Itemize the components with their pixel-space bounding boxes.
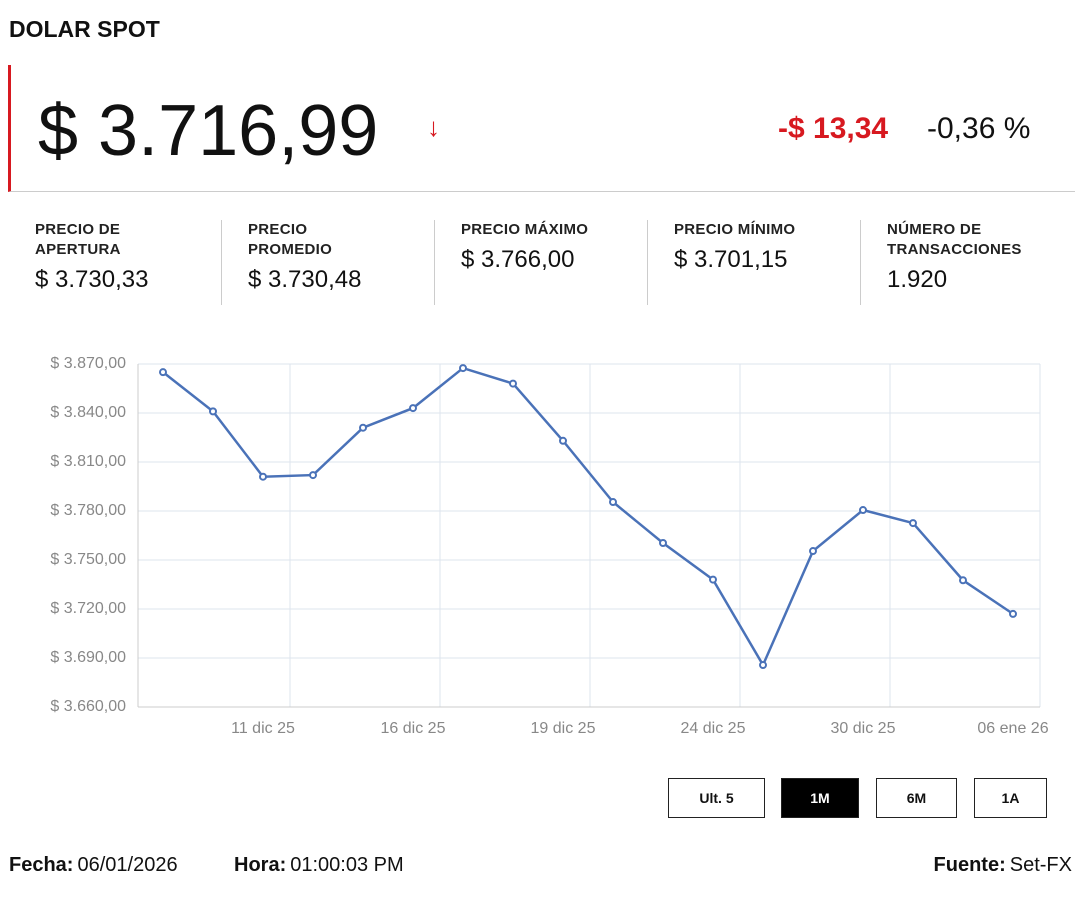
separator (221, 220, 222, 305)
y-tick-label: $ 3.750,00 (50, 551, 126, 568)
y-tick-label: $ 3.870,00 (50, 355, 126, 372)
point (859, 506, 867, 515)
stat-label: NÚMERO DE TRANSACCIONES (887, 221, 1022, 258)
stat-value: $ 3.730,33 (35, 266, 149, 293)
range-button[interactable]: 1M (781, 778, 859, 818)
stat-value: $ 3.766,00 (461, 246, 575, 273)
stat: NÚMERO DE TRANSACCIONES 1.920 (887, 220, 1080, 305)
title: DOLAR SPOT (9, 16, 160, 42)
change: -$ 13,34 (778, 112, 889, 145)
stat: PRECIO MÍNIMO $ 3.701,15 (674, 220, 869, 305)
stat-label: PRECIO MÍNIMO (674, 221, 796, 238)
y-tick-label: $ 3.840,00 (50, 404, 126, 421)
stat: PRECIO DE APERTURA $ 3.730,33 (35, 220, 230, 305)
point (959, 576, 967, 585)
point (309, 471, 317, 480)
point (809, 547, 817, 556)
point (209, 407, 217, 416)
point (659, 539, 667, 548)
point (759, 661, 767, 670)
price: $ 3.716,99 (38, 91, 379, 171)
quote-box (8, 65, 1075, 192)
x-tick-label: 11 dic 25 (231, 720, 295, 737)
line (162, 366, 1014, 668)
point (259, 472, 267, 481)
date-label: Fecha: (9, 854, 74, 876)
stat: PRECIO PROMEDIO $ 3.730,48 (248, 220, 443, 305)
separator (860, 220, 861, 305)
stat-value: 1.920 (887, 266, 948, 293)
x-tick-label: 06 ene 26 (977, 720, 1048, 737)
stat-label: PRECIO PROMEDIO (248, 221, 333, 258)
time: Hora: 01:00:03 PM (234, 854, 404, 877)
source-value: Set-FX (1009, 854, 1072, 876)
separator (647, 220, 648, 305)
y-tick-label: $ 3.780,00 (50, 502, 126, 519)
separator (434, 220, 435, 305)
x-tick-label: 30 dic 25 (831, 720, 896, 737)
time-value: 01:00:03 PM (290, 854, 404, 876)
range-button[interactable]: Ult. 5 (668, 778, 765, 818)
x-tick-label: 19 dic 25 (531, 720, 596, 737)
range-button[interactable]: 6M (876, 778, 957, 818)
date: Fecha: 06/01/2026 (9, 854, 178, 877)
change-percent: -0,36 % (927, 112, 1031, 145)
chart: $ 3.660,00 $ 3.690,00 $ 3.720,00 $ 3.750,00… (50, 355, 1048, 737)
stat-value: $ 3.701,15 (674, 246, 788, 273)
source: Fuente: Set-FX (934, 854, 1072, 877)
x-tick-label: 24 dic 25 (681, 720, 746, 737)
stat: PRECIO MÁXIMO $ 3.766,00 (461, 220, 656, 305)
down-arrow-icon: ↓ (427, 112, 440, 142)
point (159, 368, 167, 377)
stat-value: $ 3.730,48 (248, 266, 362, 293)
date-value: 06/01/2026 (77, 854, 178, 876)
point (709, 575, 717, 584)
point (909, 519, 917, 528)
point (459, 364, 467, 373)
stat-label: PRECIO MÁXIMO (461, 221, 589, 238)
y-tick-label: $ 3.690,00 (50, 649, 126, 666)
y-tick-label: $ 3.660,00 (50, 698, 126, 715)
point (409, 404, 417, 413)
point (1009, 609, 1017, 618)
stat-label: PRECIO DE APERTURA (35, 221, 121, 258)
range-button[interactable]: 1A (974, 778, 1047, 818)
source-label: Fuente: (933, 854, 1006, 876)
point (509, 379, 517, 388)
point (359, 423, 367, 432)
point (559, 436, 567, 445)
x-tick-label: 16 dic 25 (381, 720, 446, 737)
point (609, 498, 617, 507)
y-tick-label: $ 3.720,00 (50, 600, 126, 617)
y-tick-label: $ 3.810,00 (50, 453, 126, 470)
time-label: Hora: (234, 854, 287, 876)
